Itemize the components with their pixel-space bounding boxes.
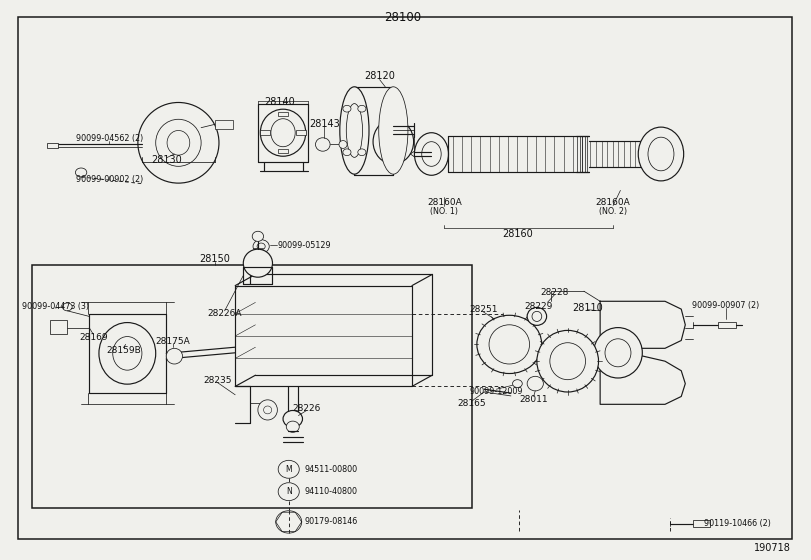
Ellipse shape xyxy=(156,119,201,166)
Bar xyxy=(503,287,775,531)
Ellipse shape xyxy=(383,129,404,154)
Ellipse shape xyxy=(339,141,347,148)
Ellipse shape xyxy=(358,149,366,156)
Text: 28150: 28150 xyxy=(200,254,230,264)
Text: 28169: 28169 xyxy=(79,333,108,342)
Text: 90099-04473 (3): 90099-04473 (3) xyxy=(22,302,88,311)
Text: (NO. 2): (NO. 2) xyxy=(599,207,627,216)
Ellipse shape xyxy=(513,380,522,388)
Text: 28120: 28120 xyxy=(364,71,395,81)
Ellipse shape xyxy=(527,307,547,325)
Ellipse shape xyxy=(257,243,265,250)
Ellipse shape xyxy=(62,303,72,311)
Ellipse shape xyxy=(422,142,441,166)
Text: M: M xyxy=(285,465,292,474)
Ellipse shape xyxy=(276,511,302,533)
Ellipse shape xyxy=(258,400,277,420)
Ellipse shape xyxy=(167,130,190,155)
Ellipse shape xyxy=(343,149,351,156)
Ellipse shape xyxy=(489,325,530,364)
Bar xyxy=(718,322,736,328)
Text: 90099-05129: 90099-05129 xyxy=(277,241,331,250)
Text: N: N xyxy=(285,487,292,496)
Ellipse shape xyxy=(532,311,542,321)
Ellipse shape xyxy=(264,406,272,414)
Ellipse shape xyxy=(477,315,542,374)
Text: 90179-08146: 90179-08146 xyxy=(304,517,358,526)
Text: 28228: 28228 xyxy=(541,288,569,297)
Text: 28160A: 28160A xyxy=(596,198,630,207)
Text: 28159B: 28159B xyxy=(106,346,140,355)
Bar xyxy=(50,320,67,334)
Text: 90099-04562 (2): 90099-04562 (2) xyxy=(76,134,143,143)
Text: 28110: 28110 xyxy=(572,303,603,313)
Ellipse shape xyxy=(286,421,299,432)
Ellipse shape xyxy=(550,343,586,380)
Text: 28235: 28235 xyxy=(203,376,232,385)
Ellipse shape xyxy=(113,337,142,370)
Text: 28011: 28011 xyxy=(519,395,548,404)
Ellipse shape xyxy=(373,119,414,164)
Text: (NO. 1): (NO. 1) xyxy=(431,207,458,216)
Ellipse shape xyxy=(278,460,299,478)
Text: 94511-00800: 94511-00800 xyxy=(304,465,358,474)
Text: 28175A: 28175A xyxy=(156,337,190,346)
Ellipse shape xyxy=(260,109,306,156)
Text: 28160A: 28160A xyxy=(427,198,461,207)
Text: 90099-00902 (2): 90099-00902 (2) xyxy=(76,175,143,184)
Text: 28143: 28143 xyxy=(309,119,340,129)
Text: 28229: 28229 xyxy=(525,302,552,311)
Text: 90119-10466 (2): 90119-10466 (2) xyxy=(704,519,770,528)
Text: 28226: 28226 xyxy=(293,404,320,413)
Text: 28251: 28251 xyxy=(469,305,498,314)
Ellipse shape xyxy=(648,137,674,171)
Bar xyxy=(278,149,288,153)
Ellipse shape xyxy=(315,138,330,151)
Bar xyxy=(32,265,472,508)
Text: 90099-12009: 90099-12009 xyxy=(470,388,523,396)
Text: 94110-40800: 94110-40800 xyxy=(304,487,357,496)
Bar xyxy=(296,130,306,135)
Ellipse shape xyxy=(346,104,363,157)
Ellipse shape xyxy=(253,240,269,253)
Text: 28160: 28160 xyxy=(502,228,533,239)
Text: 28140: 28140 xyxy=(264,97,295,107)
Ellipse shape xyxy=(414,133,448,175)
Ellipse shape xyxy=(358,105,366,112)
Ellipse shape xyxy=(594,328,642,378)
Bar xyxy=(47,143,58,148)
Ellipse shape xyxy=(605,339,631,367)
Bar xyxy=(215,120,233,129)
Ellipse shape xyxy=(278,483,299,501)
Bar xyxy=(693,520,710,527)
Ellipse shape xyxy=(138,102,219,183)
Ellipse shape xyxy=(283,410,303,427)
Bar xyxy=(260,130,270,135)
Ellipse shape xyxy=(166,348,182,364)
Bar xyxy=(278,112,288,116)
Ellipse shape xyxy=(638,127,684,181)
Ellipse shape xyxy=(537,330,599,392)
Text: 28165: 28165 xyxy=(457,399,487,408)
Ellipse shape xyxy=(343,105,351,112)
Text: 28226A: 28226A xyxy=(208,309,242,318)
Text: 90099-00907 (2): 90099-00907 (2) xyxy=(693,301,759,310)
Text: 28100: 28100 xyxy=(384,11,422,25)
Ellipse shape xyxy=(243,249,272,277)
Text: 190718: 190718 xyxy=(754,543,791,553)
Ellipse shape xyxy=(527,376,543,391)
Text: 28130: 28130 xyxy=(151,155,182,165)
Ellipse shape xyxy=(252,231,264,241)
Ellipse shape xyxy=(75,168,87,177)
Ellipse shape xyxy=(379,87,408,174)
Ellipse shape xyxy=(271,119,295,147)
Ellipse shape xyxy=(99,323,156,384)
Ellipse shape xyxy=(340,87,369,174)
